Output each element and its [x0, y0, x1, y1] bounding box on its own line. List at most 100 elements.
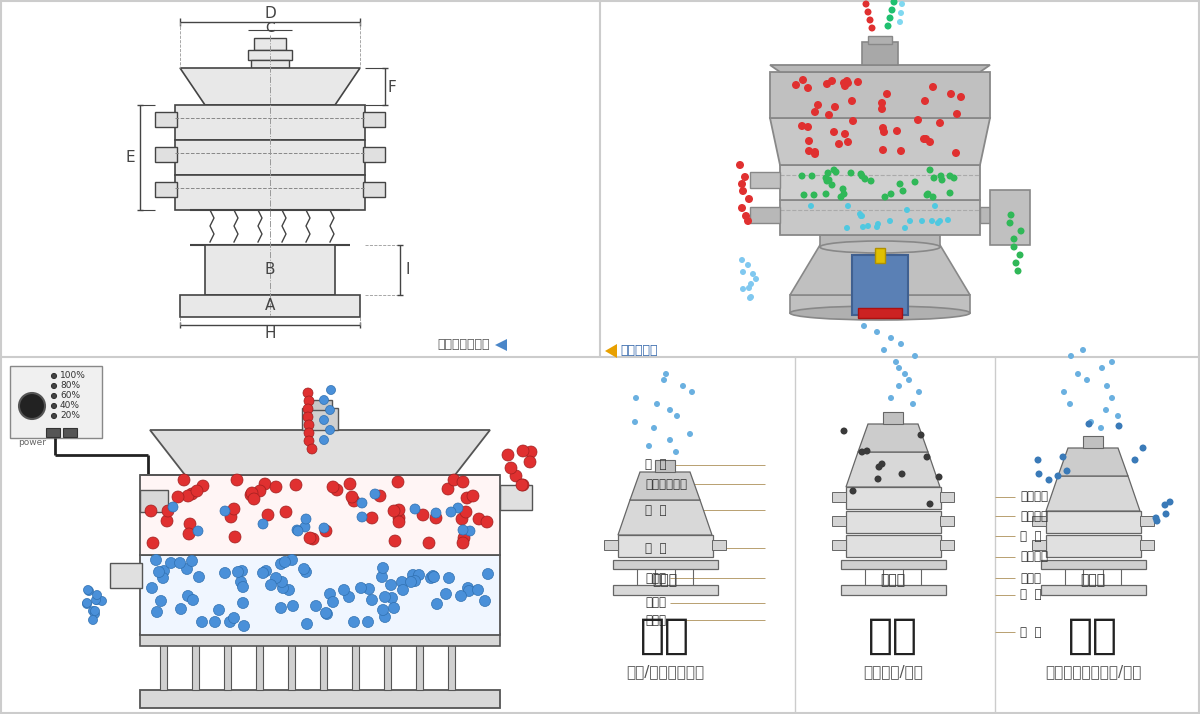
Bar [192, 645, 199, 690]
Bar [364, 147, 385, 162]
Circle shape [953, 110, 961, 118]
Circle shape [1103, 407, 1109, 413]
Circle shape [346, 491, 358, 503]
Circle shape [654, 401, 660, 407]
Circle shape [1088, 419, 1094, 425]
Circle shape [1067, 401, 1073, 407]
Circle shape [824, 169, 832, 176]
Circle shape [835, 140, 842, 148]
Circle shape [738, 204, 746, 212]
Circle shape [745, 195, 754, 203]
Circle shape [858, 213, 864, 219]
Circle shape [392, 476, 404, 488]
Circle shape [740, 286, 746, 292]
Circle shape [799, 76, 808, 84]
Circle shape [1008, 211, 1014, 218]
Bar [883, 412, 904, 424]
Bar [140, 475, 500, 555]
Circle shape [893, 359, 899, 365]
Circle shape [302, 388, 313, 398]
Text: 三元: 三元 [410, 585, 420, 595]
Circle shape [858, 171, 864, 178]
Circle shape [457, 537, 469, 549]
Circle shape [1060, 453, 1067, 461]
Circle shape [277, 583, 288, 593]
Circle shape [92, 590, 102, 600]
Circle shape [319, 416, 329, 425]
Circle shape [431, 508, 442, 518]
Bar [868, 36, 892, 44]
Circle shape [394, 504, 406, 516]
Circle shape [467, 490, 479, 502]
Bar [940, 492, 954, 502]
Text: 三元: 三元 [210, 585, 220, 595]
Circle shape [742, 212, 750, 220]
Circle shape [900, 188, 906, 194]
Circle shape [898, 147, 905, 155]
Circle shape [841, 82, 850, 90]
Circle shape [742, 173, 749, 181]
Circle shape [822, 191, 829, 198]
Circle shape [480, 595, 491, 606]
Circle shape [932, 203, 938, 209]
Bar [780, 200, 980, 235]
Circle shape [197, 480, 209, 492]
Text: 三元: 三元 [490, 585, 500, 595]
Circle shape [902, 371, 908, 377]
Circle shape [830, 128, 838, 136]
Polygon shape [180, 68, 360, 105]
Circle shape [1036, 471, 1043, 478]
Circle shape [292, 525, 302, 535]
Text: 三元: 三元 [350, 506, 360, 515]
Bar [320, 645, 326, 690]
Circle shape [193, 571, 204, 583]
Circle shape [748, 281, 754, 287]
Circle shape [740, 269, 746, 275]
Bar [820, 235, 940, 247]
Circle shape [811, 150, 818, 158]
Circle shape [52, 403, 56, 408]
Circle shape [844, 79, 852, 87]
Bar [140, 690, 500, 708]
Circle shape [680, 383, 686, 389]
Circle shape [739, 257, 745, 263]
Circle shape [1116, 423, 1122, 430]
Circle shape [875, 221, 881, 227]
Bar [841, 585, 946, 595]
Circle shape [84, 585, 92, 595]
Circle shape [828, 181, 835, 188]
Polygon shape [150, 430, 490, 475]
Bar [790, 295, 970, 313]
Circle shape [92, 595, 102, 605]
Bar [940, 516, 954, 526]
Circle shape [280, 506, 292, 518]
Circle shape [83, 598, 91, 608]
Circle shape [862, 323, 866, 329]
Circle shape [924, 191, 931, 198]
Circle shape [860, 224, 866, 230]
Circle shape [634, 395, 640, 401]
Circle shape [880, 128, 888, 136]
Circle shape [1034, 456, 1042, 463]
Polygon shape [790, 245, 970, 295]
Text: 三元: 三元 [370, 585, 380, 595]
Circle shape [358, 512, 367, 522]
Circle shape [394, 516, 406, 528]
Circle shape [874, 224, 880, 230]
Circle shape [304, 428, 314, 438]
Circle shape [276, 576, 288, 588]
Bar [205, 245, 335, 295]
Circle shape [887, 218, 893, 224]
Bar [1032, 540, 1046, 550]
Bar [750, 172, 780, 188]
Circle shape [888, 335, 894, 341]
Circle shape [166, 558, 176, 568]
Circle shape [304, 420, 314, 430]
Text: 20%: 20% [60, 411, 80, 421]
Text: 三元: 三元 [230, 506, 240, 515]
Circle shape [1115, 413, 1121, 419]
Circle shape [228, 613, 240, 623]
Bar [256, 645, 263, 690]
Text: 网  架: 网 架 [1020, 588, 1042, 601]
Circle shape [1163, 511, 1170, 518]
